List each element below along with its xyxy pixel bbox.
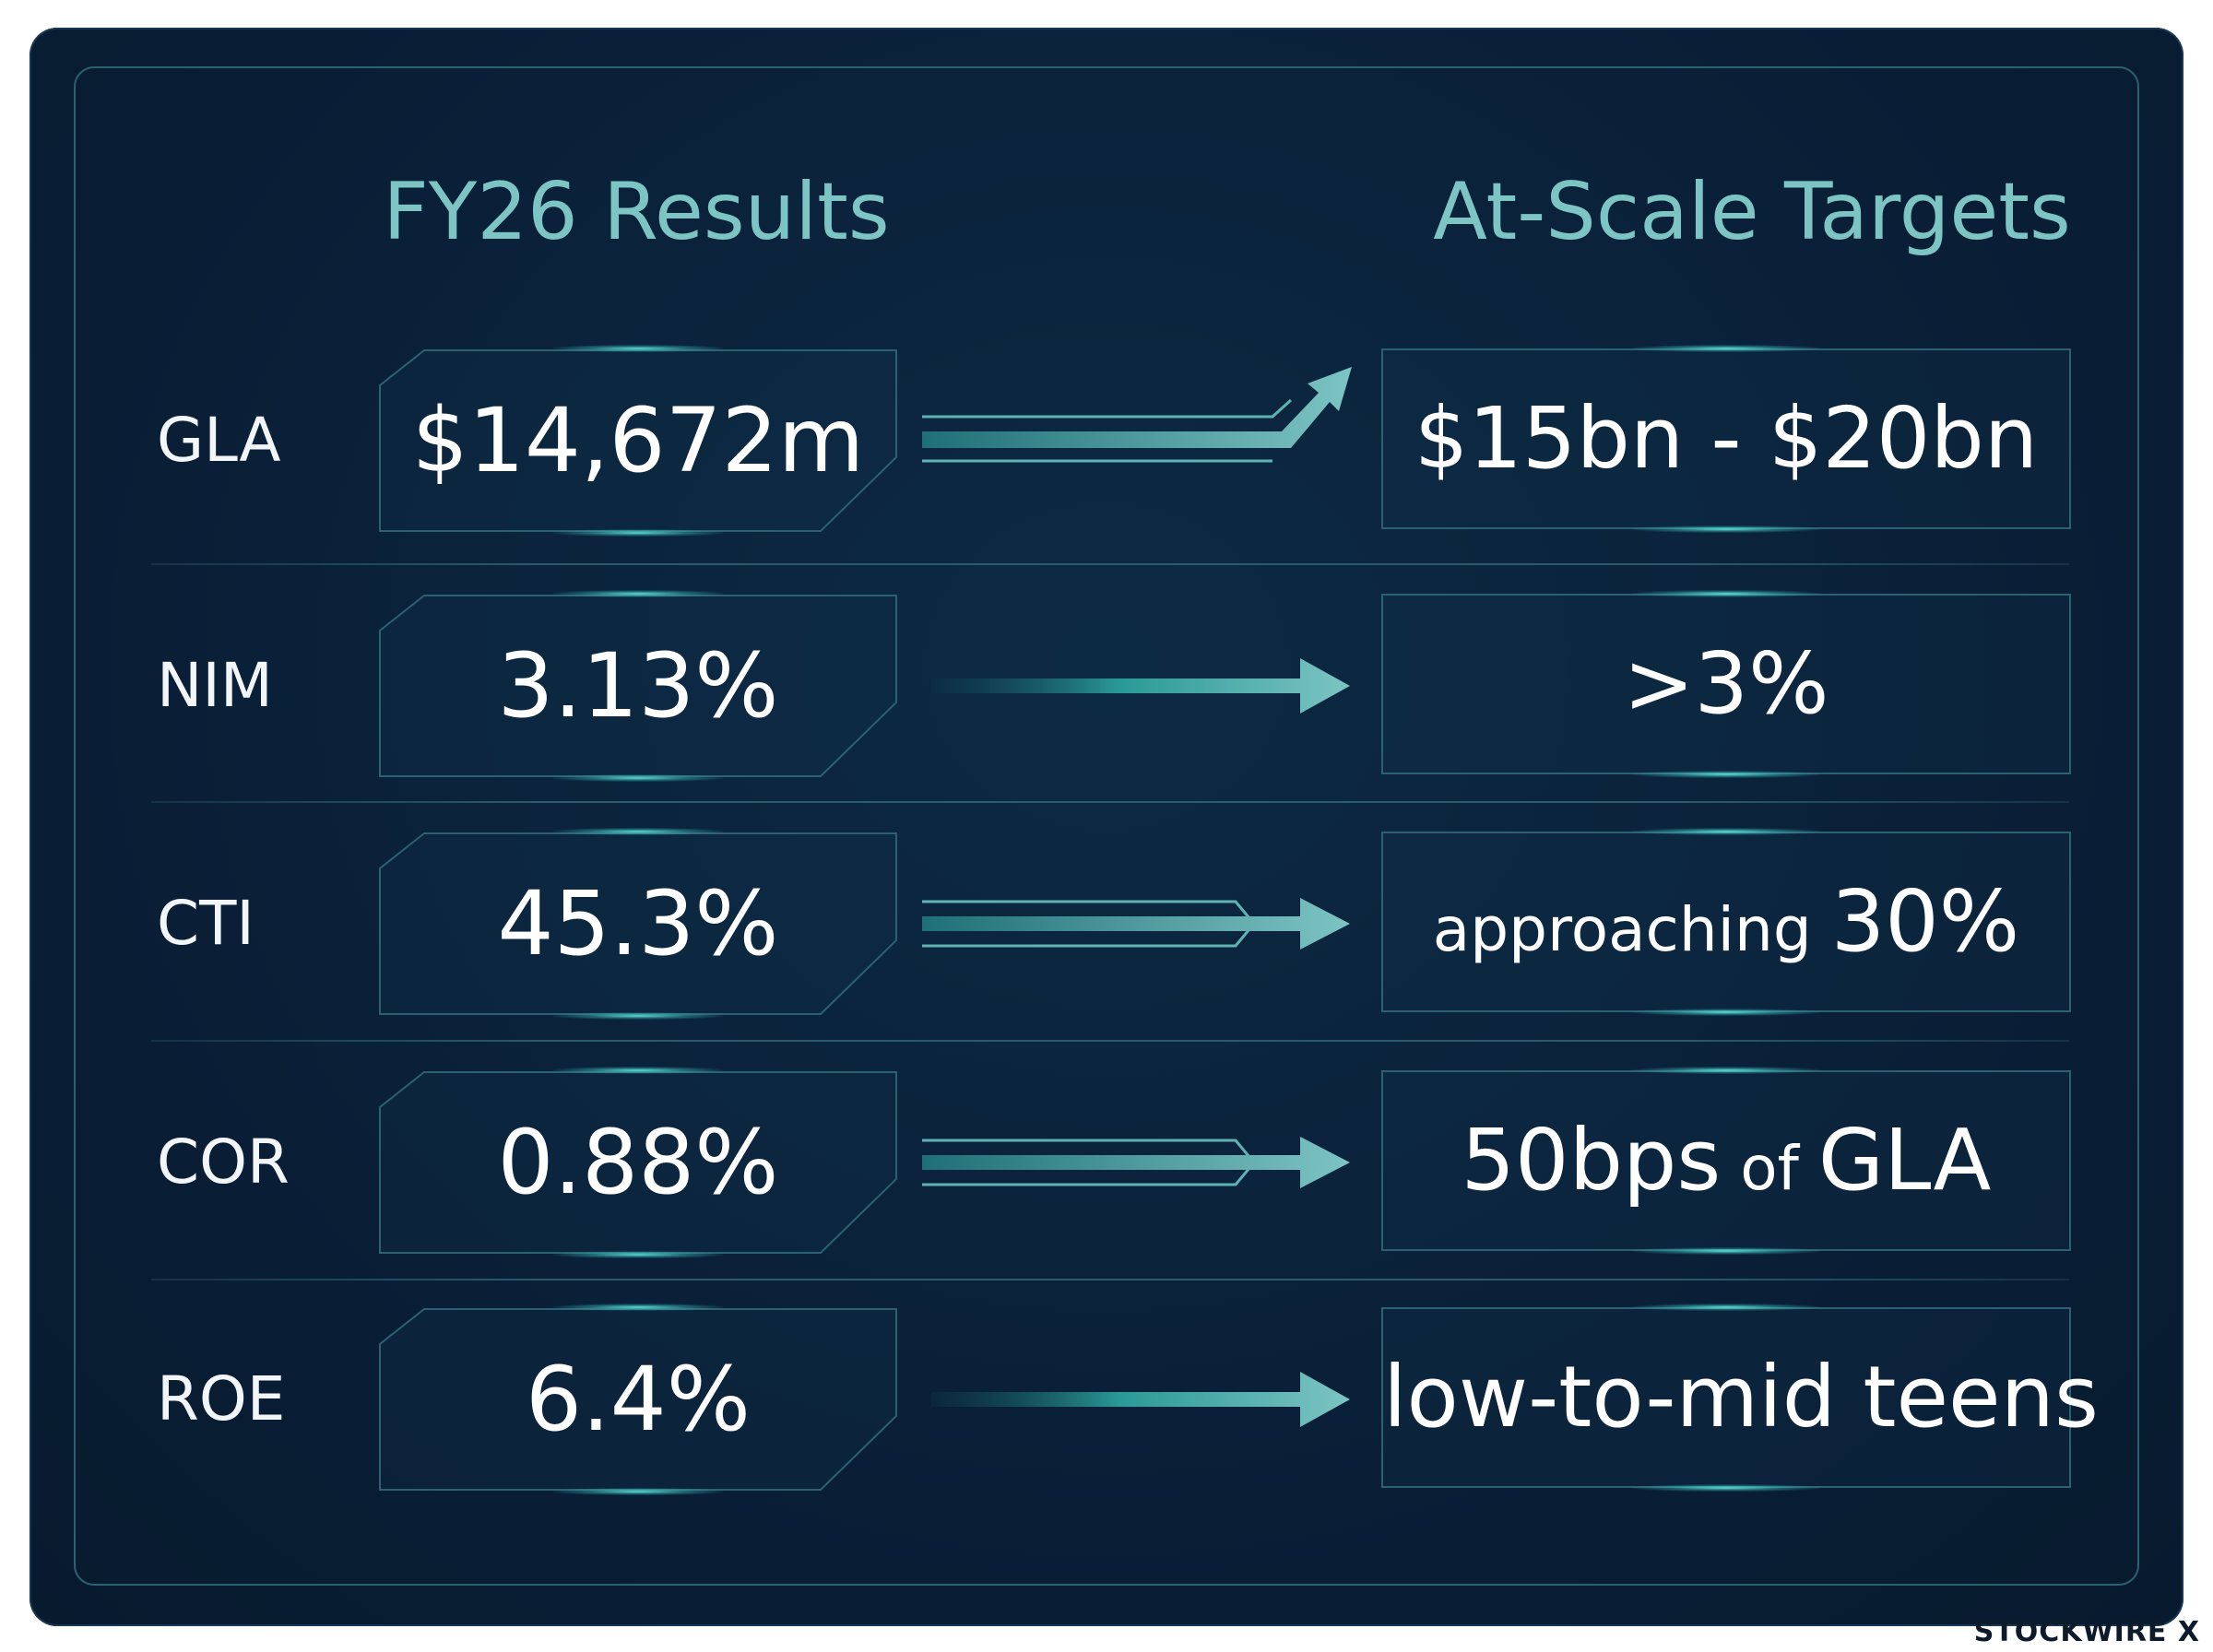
glow-top (553, 1304, 723, 1311)
result-box-outline (379, 595, 897, 777)
result-value: 3.13% (497, 634, 779, 738)
glow-top (1632, 828, 1820, 835)
result-value: $14,672m (411, 389, 865, 492)
upward-arrow-icon (922, 367, 1352, 463)
target-box: 50bps of GLA (1381, 1067, 2071, 1255)
glow-bottom (553, 529, 723, 537)
results-column-header: FY26 Results (383, 166, 890, 258)
target-value: 50bps of GLA (1461, 1111, 1992, 1210)
glow-top (1632, 1304, 1820, 1311)
row-divider (151, 563, 2069, 565)
result-value: 45.3% (497, 872, 779, 975)
glow-top (553, 828, 723, 835)
metric-label: NIM (157, 650, 273, 721)
metric-row-nim: NIM 3.13% >3% (0, 590, 2213, 782)
target-box: low-to-mid teens (1381, 1304, 2099, 1492)
glow-bottom (553, 774, 723, 782)
glow-bottom (553, 1251, 723, 1258)
glow-bottom (1632, 1484, 1820, 1492)
target-value: low-to-mid teens (1383, 1348, 2099, 1446)
targets-column-header: At-Scale Targets (1433, 166, 2071, 258)
target-value: >3% (1623, 634, 1829, 733)
double-arrow-icon (922, 898, 1350, 950)
result-box: 0.88% (378, 1067, 898, 1258)
metric-label: GLA (157, 405, 281, 476)
glow-bottom (1632, 525, 1820, 533)
result-box-outline (379, 1308, 897, 1491)
target-box: $15bn - $20bn (1381, 345, 2071, 533)
row-divider (151, 1279, 2069, 1280)
result-value: 6.4% (526, 1348, 751, 1451)
metric-label: CTI (157, 888, 254, 959)
glow-top (553, 345, 723, 352)
glow-top (1632, 1067, 1820, 1074)
metric-row-roe: ROE 6.4% low-to-mid teens (0, 1304, 2213, 1495)
result-box: 3.13% (378, 590, 898, 782)
glow-top (553, 1067, 723, 1074)
result-box-outline (379, 349, 897, 532)
result-box: 6.4% (378, 1304, 898, 1495)
glow-top (553, 590, 723, 597)
target-box: approaching 30% (1381, 828, 2071, 1016)
result-box-outline (379, 832, 897, 1015)
glow-top (1632, 345, 1820, 352)
glow-bottom (553, 1488, 723, 1495)
brand-watermark: STOCKWIRE X (1973, 1616, 2200, 1648)
glow-bottom (1632, 1247, 1820, 1255)
row-divider (151, 801, 2069, 803)
glow-top (1632, 590, 1820, 597)
metric-label: ROE (157, 1363, 286, 1434)
result-box: $14,672m (378, 345, 898, 537)
target-value: $15bn - $20bn (1414, 389, 2039, 488)
glow-bottom (1632, 771, 1820, 778)
target-box: >3% (1381, 590, 2071, 778)
target-value: approaching 30% (1432, 872, 2020, 971)
right-arrow-icon (931, 1372, 1350, 1427)
infographic-frame (30, 28, 2183, 1626)
metric-row-cor: COR 0.88% 50bps of GLA (0, 1067, 2213, 1258)
metric-label: COR (157, 1127, 290, 1198)
result-box-outline (379, 1071, 897, 1254)
result-value: 0.88% (497, 1111, 779, 1214)
inner-panel (74, 66, 2139, 1586)
double-arrow-icon (922, 1137, 1350, 1188)
glow-bottom (553, 1012, 723, 1020)
result-box: 45.3% (378, 828, 898, 1020)
metric-row-gla: GLA $14,672m $15bn - $20bn (0, 345, 2213, 537)
right-arrow-icon (931, 658, 1350, 714)
metric-row-cti: CTI 45.3% approaching 30% (0, 828, 2213, 1020)
glow-bottom (1632, 1009, 1820, 1016)
row-divider (151, 1040, 2069, 1042)
